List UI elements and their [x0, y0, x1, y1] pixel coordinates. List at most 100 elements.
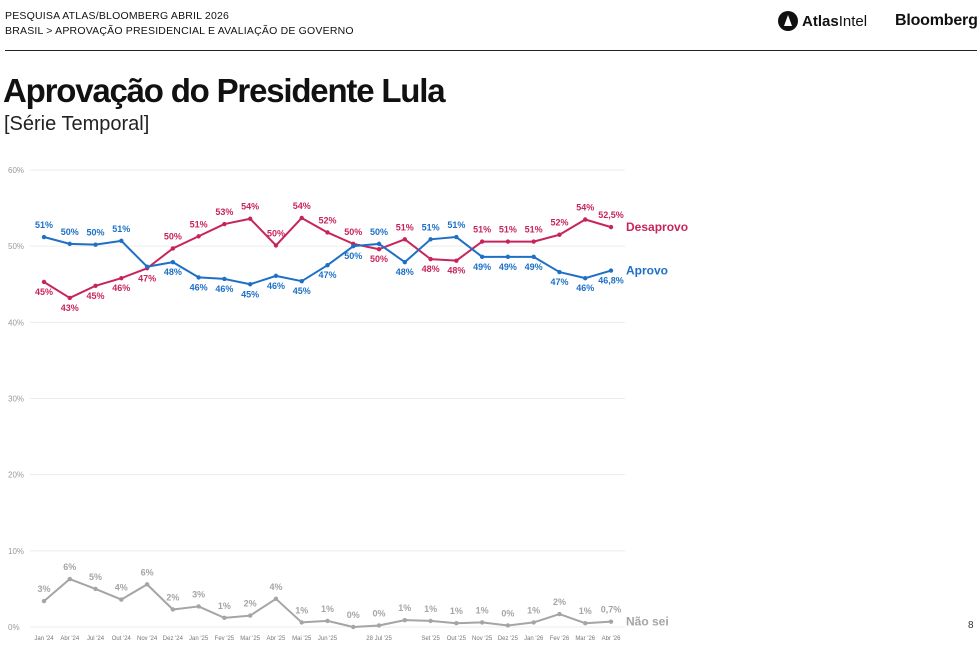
data-label-nosei: 1%: [295, 605, 308, 615]
data-point-nosei: [222, 615, 227, 621]
y-tick-label-50: 50%: [8, 242, 24, 251]
data-label-nosei: 1%: [398, 603, 411, 613]
data-label-nosei: 2%: [166, 592, 179, 602]
data-label-desaprovo: 45%: [87, 291, 105, 301]
data-point-aprovo: [402, 259, 408, 265]
data-point-nosei: [479, 620, 485, 625]
data-label-desaprovo: 51%: [499, 225, 517, 235]
data-point-nosei: [41, 598, 47, 604]
data-label-nosei: 3%: [37, 584, 50, 594]
x-tick-label: Abr '25: [267, 636, 286, 642]
x-tick-label: Jan '26: [524, 636, 544, 642]
data-label-aprovo: 47%: [318, 270, 336, 280]
data-point-nosei: [505, 623, 511, 628]
data-point-nosei: [93, 586, 98, 592]
data-label-nosei: 4%: [269, 582, 282, 592]
data-point-aprovo: [428, 237, 433, 242]
data-label-desaprovo: 52%: [318, 215, 336, 225]
data-point-aprovo: [557, 269, 562, 275]
data-label-aprovo: 51%: [112, 224, 130, 234]
data-label-nosei: 1%: [450, 606, 463, 616]
data-label-nosei: 1%: [579, 606, 592, 616]
data-point-desaprovo: [583, 217, 588, 222]
y-tick-label-20: 20%: [8, 471, 24, 480]
data-label-desaprovo: 50%: [344, 227, 362, 237]
x-tick-label: Jun '25: [318, 636, 338, 642]
data-label-aprovo: 46%: [190, 282, 208, 292]
data-point-desaprovo: [196, 234, 201, 239]
data-label-desaprovo: 50%: [370, 254, 388, 264]
data-label-desaprovo: 43%: [61, 303, 79, 313]
data-label-desaprovo: 45%: [35, 287, 53, 297]
data-label-aprovo: 46,8%: [598, 276, 624, 286]
x-tick-label: Abr '26: [602, 636, 621, 642]
data-label-aprovo: 45%: [293, 286, 311, 296]
data-label-desaprovo: 48%: [447, 266, 465, 276]
data-point-desaprovo: [299, 215, 304, 221]
data-point-nosei: [351, 624, 356, 630]
data-point-nosei: [325, 618, 330, 624]
data-point-aprovo: [325, 263, 330, 268]
data-point-aprovo: [273, 273, 279, 279]
x-tick-label: Abr '24: [60, 636, 79, 642]
data-label-desaprovo: 54%: [241, 202, 259, 212]
data-label-nosei: 1%: [527, 605, 540, 615]
data-point-desaprovo: [376, 247, 382, 252]
data-label-aprovo: 46%: [576, 283, 594, 293]
data-label-aprovo: 46%: [215, 284, 233, 294]
data-point-nosei: [196, 604, 201, 609]
data-label-desaprovo: 52,5%: [598, 210, 624, 220]
y-tick-label-10: 10%: [8, 547, 24, 556]
atlasintel-logo: AtlasIntel: [778, 11, 867, 31]
data-label-nosei: 6%: [63, 562, 76, 572]
data-label-desaprovo: 52%: [550, 218, 568, 228]
data-point-nosei: [608, 619, 614, 624]
data-point-nosei: [454, 620, 459, 626]
data-point-desaprovo: [222, 221, 227, 227]
data-label-aprovo: 50%: [61, 227, 79, 237]
data-point-nosei: [557, 611, 562, 617]
data-point-desaprovo: [557, 232, 562, 237]
data-point-aprovo: [170, 259, 176, 265]
header-divider: [5, 50, 977, 51]
data-label-aprovo: 51%: [447, 220, 465, 230]
data-label-desaprovo: 47%: [138, 273, 156, 283]
data-label-nosei: 2%: [553, 597, 566, 607]
data-point-nosei: [273, 596, 279, 602]
x-tick-label: Fev '26: [550, 636, 570, 642]
x-tick-label: Dez '25: [498, 636, 519, 642]
data-label-nosei: 1%: [218, 601, 231, 611]
data-point-desaprovo: [119, 275, 124, 281]
data-label-desaprovo: 50%: [267, 228, 285, 238]
data-point-desaprovo: [428, 256, 433, 262]
data-point-aprovo: [67, 241, 72, 247]
data-point-aprovo: [247, 282, 253, 287]
data-label-aprovo: 50%: [344, 251, 362, 261]
x-tick-label: Out '25: [447, 636, 467, 642]
chart-subtitle: [Série Temporal]: [4, 113, 150, 135]
data-label-aprovo: 50%: [87, 228, 105, 238]
x-tick-label: Jan '25: [189, 636, 209, 642]
data-point-aprovo: [351, 243, 356, 249]
data-point-desaprovo: [273, 243, 279, 248]
data-label-aprovo: 51%: [35, 220, 53, 230]
chart-title: Aprovação do Presidente Lula: [3, 72, 446, 109]
data-point-desaprovo: [479, 239, 485, 244]
data-label-desaprovo: 51%: [190, 219, 208, 229]
x-tick-label: Nov '24: [137, 636, 158, 642]
data-label-desaprovo: 50%: [164, 231, 182, 241]
x-tick-label: 28 Jul '25: [366, 636, 392, 642]
x-tick-label: Mai '25: [292, 636, 312, 642]
data-label-aprovo: 48%: [164, 267, 182, 277]
data-point-aprovo: [144, 264, 150, 269]
page-number: 8: [968, 620, 974, 631]
x-tick-label: Mar '25: [240, 636, 260, 642]
bloomberg-logo: Bloomberg: [895, 12, 978, 29]
header-line-2: BRASIL > APROVAÇÃO PRESIDENCIAL E AVALIA…: [5, 25, 354, 37]
data-point-aprovo: [376, 241, 382, 247]
series-name-desaprovo: Desaprovo: [626, 220, 688, 234]
data-label-nosei: 0,7%: [601, 605, 622, 615]
data-point-desaprovo: [41, 279, 47, 285]
data-label-aprovo: 49%: [525, 262, 543, 272]
